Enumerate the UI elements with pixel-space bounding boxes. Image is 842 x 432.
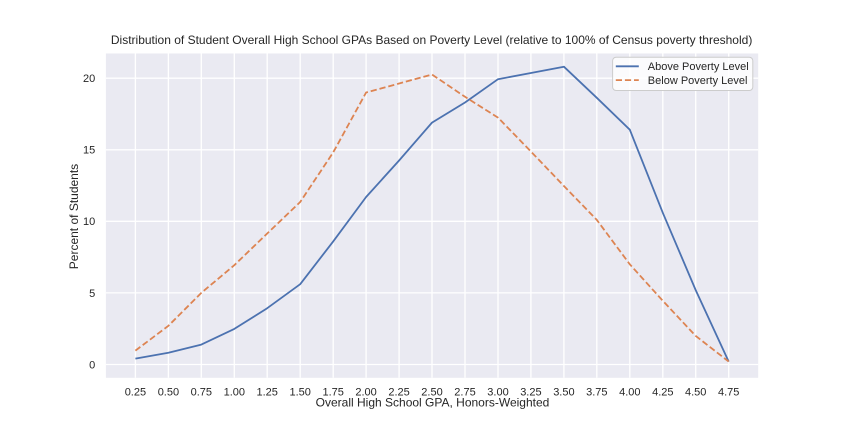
svg-text:0.25: 0.25 [125,387,146,399]
svg-text:2.50: 2.50 [421,387,442,399]
svg-text:1.00: 1.00 [224,387,245,399]
svg-text:4.25: 4.25 [652,387,673,399]
svg-text:5: 5 [89,288,95,300]
svg-text:2.00: 2.00 [355,387,376,399]
svg-text:1.25: 1.25 [256,387,277,399]
svg-text:Overall High School GPA, Honor: Overall High School GPA, Honors-Weighted [316,396,550,410]
svg-text:4.50: 4.50 [685,387,706,399]
svg-text:4.75: 4.75 [718,387,739,399]
svg-text:20: 20 [83,73,95,85]
svg-text:3.75: 3.75 [586,387,607,399]
svg-text:Below Poverty Level: Below Poverty Level [648,75,748,87]
svg-text:15: 15 [83,145,95,157]
svg-text:2.25: 2.25 [388,387,409,399]
svg-text:4.00: 4.00 [619,387,640,399]
svg-text:0: 0 [89,359,95,371]
svg-text:3.25: 3.25 [520,387,541,399]
svg-text:Distribution of Student Overal: Distribution of Student Overall High Sch… [111,33,752,47]
svg-text:0.75: 0.75 [191,387,212,399]
svg-text:0.50: 0.50 [158,387,179,399]
svg-text:1.50: 1.50 [289,387,310,399]
svg-text:Percent of Students: Percent of Students [67,164,81,269]
svg-text:3.00: 3.00 [487,387,508,399]
svg-text:3.50: 3.50 [553,387,574,399]
svg-text:Above Poverty Level: Above Poverty Level [648,61,749,73]
svg-text:1.75: 1.75 [322,387,343,399]
svg-text:10: 10 [83,216,95,228]
svg-text:2.75: 2.75 [454,387,475,399]
